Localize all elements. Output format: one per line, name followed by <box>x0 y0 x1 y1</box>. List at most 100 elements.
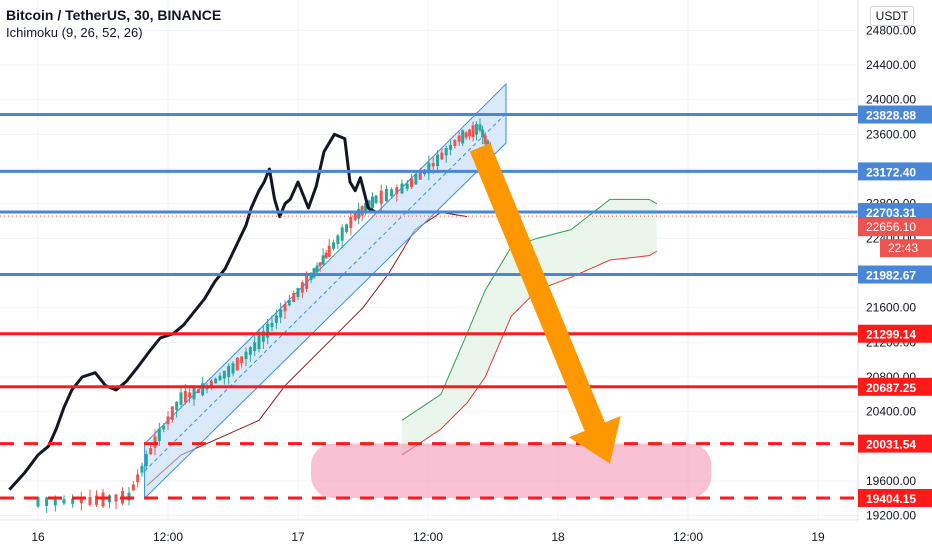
candle-body <box>157 428 161 441</box>
time-tick-label: 17 <box>291 530 305 544</box>
candle-body <box>136 474 140 483</box>
price-tick-label: 24800.00 <box>866 23 916 37</box>
last-price-tag <box>858 218 932 237</box>
candle-body <box>253 342 257 351</box>
candle-body <box>321 255 325 265</box>
candles <box>36 118 506 513</box>
level-price-tag <box>858 162 932 181</box>
candle-body <box>257 335 261 350</box>
cloud-fill <box>402 199 657 455</box>
candle-body <box>279 309 283 318</box>
level-price-label: 22703.31 <box>866 206 916 220</box>
level-price-tag <box>858 488 932 507</box>
candle-body <box>270 322 274 328</box>
candle-body <box>240 356 244 363</box>
level-price-label: 21982.67 <box>866 269 916 283</box>
price-tick-label: 23600.00 <box>866 127 916 141</box>
candle-body <box>266 323 270 338</box>
candle-body <box>274 315 278 323</box>
candle-body <box>453 139 457 147</box>
candle-body <box>101 492 105 507</box>
candle-body <box>379 190 383 204</box>
candle-body <box>405 183 409 189</box>
time-tick-label: 12:00 <box>413 530 443 544</box>
time-axis[interactable]: 16 12:00 17 12:00 18 12:00 19 <box>0 519 858 544</box>
candle-body <box>395 187 399 195</box>
level-price-label: 20031.54 <box>866 438 916 452</box>
candle-body <box>332 242 336 249</box>
candle-body <box>71 498 75 504</box>
down-arrow <box>469 143 621 464</box>
candle-body <box>244 351 248 360</box>
candle-body <box>349 216 353 228</box>
chikou-line <box>8 132 377 491</box>
candle-body <box>214 378 218 384</box>
level-price-label: 23828.88 <box>866 108 916 122</box>
candle-body <box>390 189 394 197</box>
candle-body <box>371 196 375 208</box>
candle-body <box>336 235 340 245</box>
candle-body <box>227 365 231 378</box>
ascending-channel <box>144 82 507 500</box>
price-tick-label: 24000.00 <box>866 93 916 107</box>
candle-body <box>53 497 57 506</box>
candle-body <box>427 163 431 174</box>
target-zone <box>311 443 712 498</box>
level-price-label: 21299.14 <box>866 328 916 342</box>
candle-body <box>483 135 487 145</box>
candle-body <box>79 499 83 504</box>
time-tick-label: 16 <box>31 530 45 544</box>
level-price-label: 19404.15 <box>866 492 916 506</box>
candle-body <box>188 392 192 398</box>
time-tick-label: 12:00 <box>153 530 183 544</box>
candle-body <box>300 282 304 293</box>
candle-body <box>261 331 265 342</box>
candle-body <box>209 380 213 388</box>
candle-body <box>153 436 157 448</box>
candle-body <box>478 124 482 131</box>
candle-body <box>287 300 291 306</box>
price-tick-label: 20400.00 <box>866 405 916 419</box>
price-axis[interactable]: 19200.0019600.0020000.0020400.0020800.00… <box>857 0 932 550</box>
indicator-label: Ichimoku (9, 26, 52, 26) <box>6 25 143 40</box>
candle-body <box>444 148 448 156</box>
price-tick-label: 19600.00 <box>866 474 916 488</box>
candle-body <box>309 274 313 280</box>
candle-body <box>357 208 361 219</box>
channel-midline <box>144 113 507 472</box>
level-price-tag <box>858 265 932 284</box>
candle-body <box>292 293 296 303</box>
candle-body <box>179 392 183 405</box>
candle-body <box>327 245 331 257</box>
candle-body <box>183 390 187 403</box>
candle-body <box>464 132 468 138</box>
candle-body <box>461 130 465 144</box>
senkou-span-b <box>401 250 658 456</box>
price-tick-label: 19200.00 <box>866 509 916 523</box>
candle-body <box>201 383 205 396</box>
candle-body <box>318 262 322 267</box>
candle-body <box>384 188 388 202</box>
candle-body <box>296 288 300 297</box>
candle-body <box>468 129 472 137</box>
candle-body <box>114 494 118 502</box>
price-tick-label: 24400.00 <box>866 58 916 72</box>
last-price-label: 22656.10 <box>866 220 916 234</box>
candle-body <box>218 375 222 381</box>
currency-badge[interactable]: USDT <box>870 6 914 26</box>
candle-body <box>410 178 414 188</box>
candle-body <box>431 162 435 167</box>
candle-body <box>471 125 475 138</box>
candle-body <box>235 357 239 371</box>
candle-body <box>175 401 179 410</box>
candle-body <box>166 416 170 425</box>
candle-body <box>140 465 144 473</box>
candle-body <box>312 268 316 278</box>
countdown-tag <box>880 239 932 258</box>
price-tick-label: 21600.00 <box>866 301 916 315</box>
candle-body <box>345 224 349 233</box>
candle-body <box>374 195 378 204</box>
candle-body <box>305 275 309 289</box>
candle-body <box>88 496 92 505</box>
